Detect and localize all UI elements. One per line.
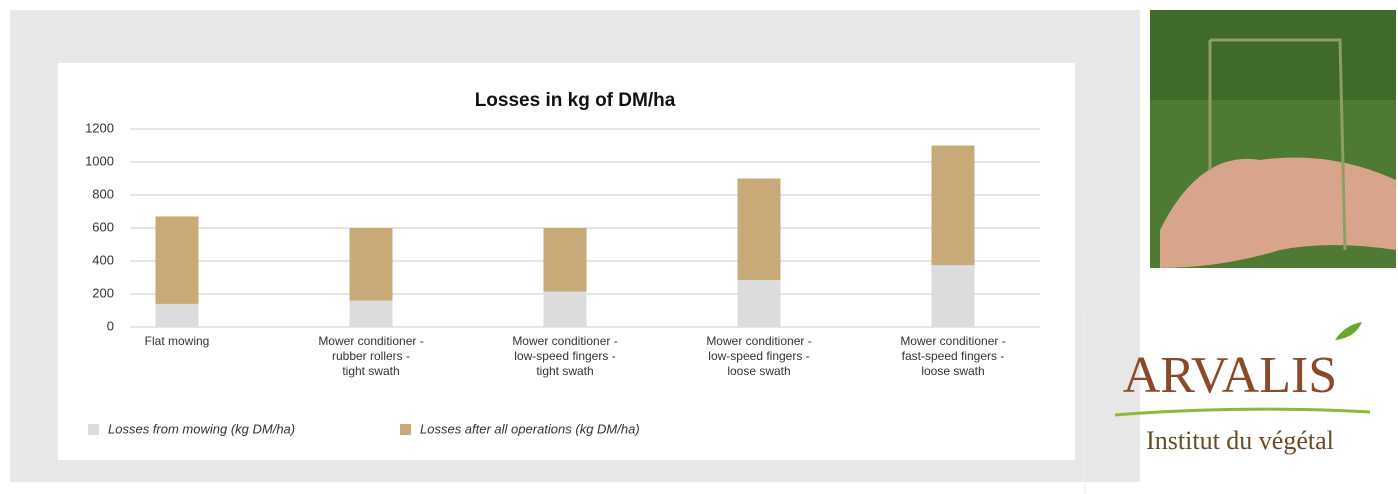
y-tick-label: 0 (107, 318, 114, 333)
logo-leaf (1335, 322, 1362, 340)
logo-swoosh (1114, 407, 1371, 417)
legend-label: Losses after all operations (kg DM/ha) (420, 421, 640, 436)
logo-tagline: Institut du végétal (1146, 426, 1334, 455)
x-tick-label: Mower conditioner - low-speed fingers - … (706, 334, 812, 378)
bar-segment (349, 300, 393, 327)
y-tick-label: 600 (92, 219, 114, 234)
x-tick-label: Mower conditioner - fast-speed fingers -… (900, 334, 1006, 378)
y-tick-label: 1000 (85, 153, 114, 168)
y-tick-label: 800 (92, 186, 114, 201)
legend-swatch (400, 424, 411, 435)
bar-segment (931, 145, 975, 266)
bar-segment (543, 228, 587, 292)
y-tick-label: 200 (92, 285, 114, 300)
y-tick-label: 400 (92, 252, 114, 267)
bar-segment (543, 291, 587, 327)
chart-title: Losses in kg of DM/ha (475, 90, 676, 111)
bar-segment (155, 303, 199, 327)
bar-segment (737, 279, 781, 327)
y-tick-label: 1200 (85, 120, 114, 135)
legend-swatch (88, 424, 99, 435)
bar-segment (155, 216, 199, 304)
x-tick-label: Mower conditioner - low-speed fingers - … (512, 334, 618, 378)
bar-segment (349, 228, 393, 301)
logo-name: ARVALIS (1123, 347, 1337, 404)
x-tick-label: Mower conditioner - rubber rollers - tig… (318, 334, 424, 378)
x-tick-label: Flat mowing (144, 334, 210, 348)
legend-label: Losses from mowing (kg DM/ha) (108, 421, 295, 436)
bar-segment (737, 178, 781, 280)
bar-segment (931, 265, 975, 327)
photo (1150, 10, 1396, 268)
